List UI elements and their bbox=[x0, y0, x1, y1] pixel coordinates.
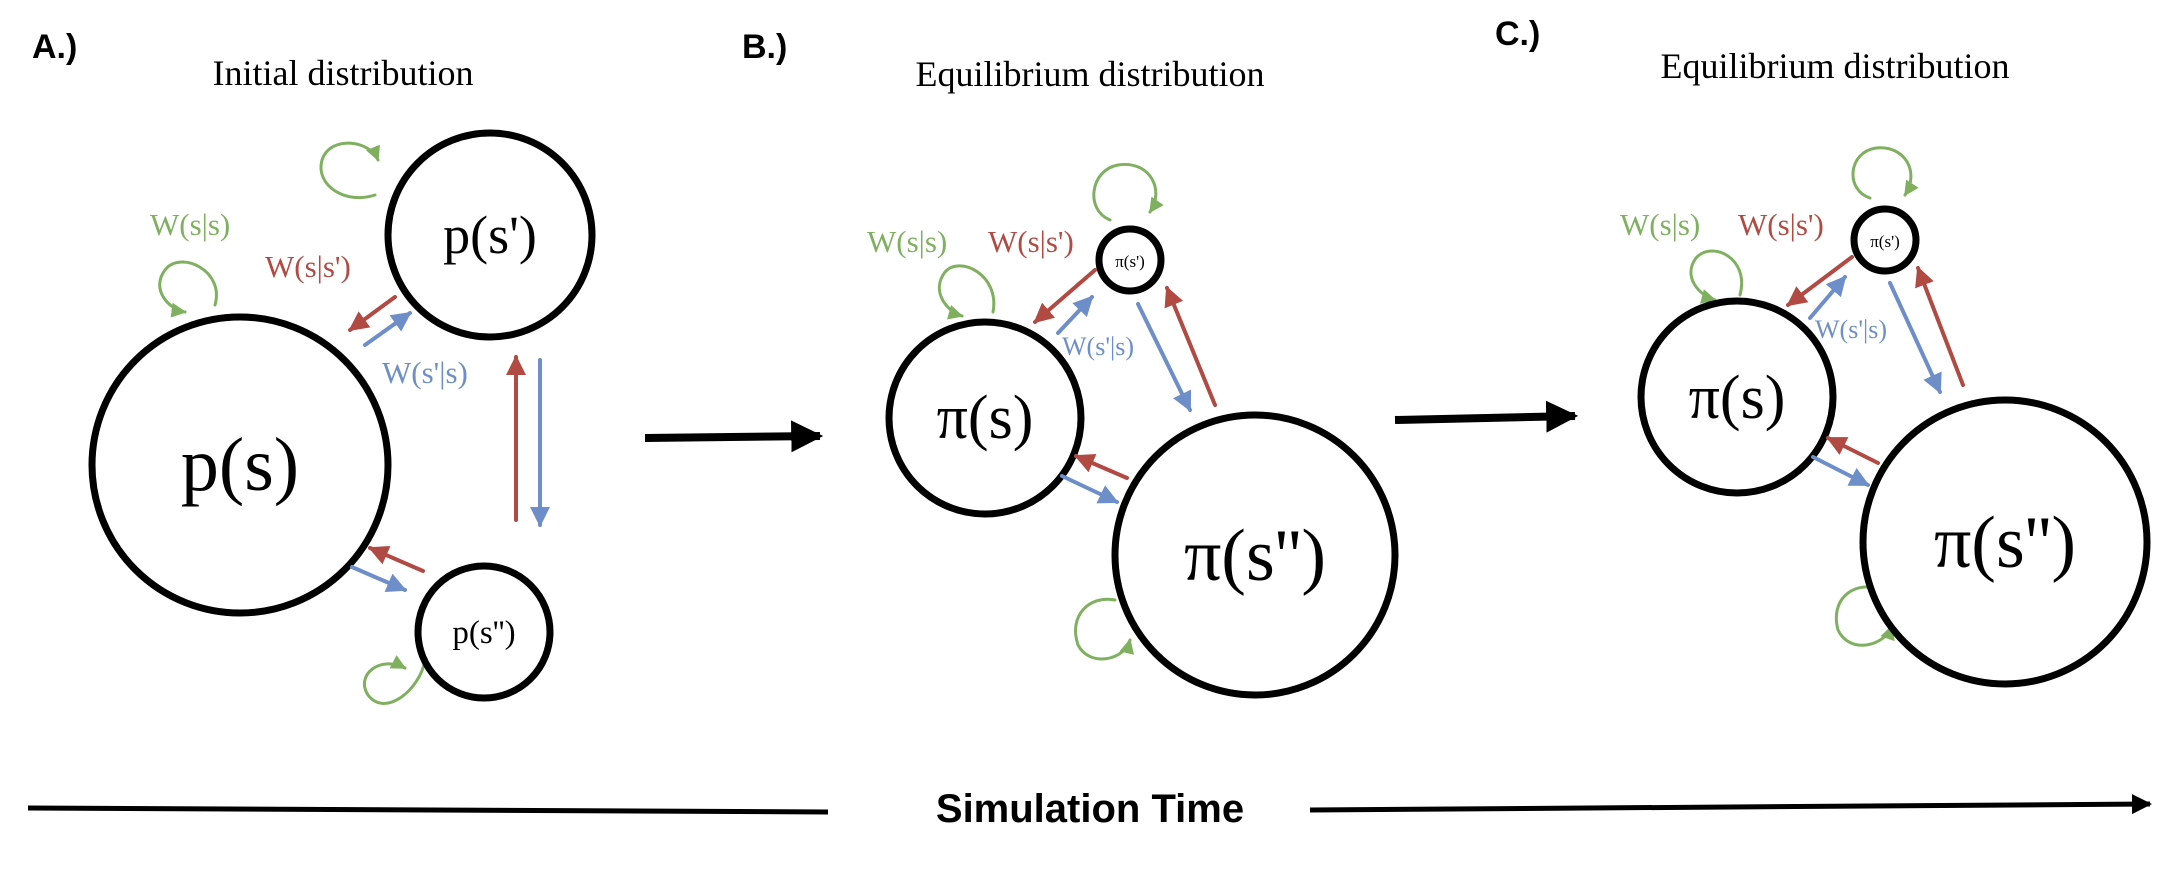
panel-b-self-loop-s bbox=[937, 264, 996, 320]
panel-c-arrow-s2-to-s bbox=[1826, 436, 1880, 465]
panel-b-arrow-s-to-s1 bbox=[1056, 295, 1094, 335]
panel-c-arrow-s-to-s1 bbox=[1808, 275, 1847, 320]
panel-c-arrow-s1-to-s2 bbox=[1888, 281, 1942, 394]
arrow-a-to-b bbox=[644, 420, 824, 453]
panel-c-node-s1-label: π(s') bbox=[1870, 232, 1900, 251]
panel-c-self-loop-s bbox=[1689, 249, 1744, 304]
panel-a-self-loop-s1 bbox=[319, 141, 380, 200]
panel-b-letter: B.) bbox=[742, 28, 787, 66]
panel-a-node-s2-circle bbox=[414, 562, 554, 702]
panel-b-title: Equilibrium distribution bbox=[916, 54, 1265, 94]
panel-a: A.) Initial distribution p(s) p(s') p(s'… bbox=[32, 28, 596, 705]
panel-c-node-s2-circle bbox=[1859, 396, 2151, 688]
panel-c-label-w-self: W(s|s) bbox=[1620, 207, 1700, 242]
panel-a-label-w-from-s1: W(s|s') bbox=[265, 249, 351, 284]
panel-c-arrow-s2-to-s1 bbox=[1915, 266, 1965, 387]
panel-c-label-w-to-s1: W(s'|s) bbox=[1815, 315, 1887, 344]
panel-b-arrow-s2-to-s1 bbox=[1164, 286, 1217, 407]
panel-a-node-s-circle bbox=[88, 313, 392, 617]
panel-a-self-loop-s bbox=[158, 260, 218, 318]
panel-b-node-s2-circle bbox=[1111, 411, 1399, 699]
panel-c-title: Equilibrium distribution bbox=[1661, 46, 2010, 86]
panel-b-arrow-s-to-s2 bbox=[1060, 474, 1119, 504]
panel-b-label-w-to-s1: W(s'|s) bbox=[1062, 332, 1134, 361]
panel-b-node-s-label: π(s) bbox=[937, 384, 1034, 452]
panel-c-label-w-from-s1: W(s|s') bbox=[1738, 207, 1824, 242]
panel-b-node-s-circle bbox=[885, 318, 1085, 518]
panel-c-letter: C.) bbox=[1495, 15, 1540, 53]
panel-b-self-loop-s2 bbox=[1074, 597, 1134, 661]
timeline-arrow-right bbox=[1309, 794, 2152, 815]
panel-b-arrow-s2-to-s bbox=[1074, 453, 1129, 480]
panel-a-node-s1-label: p(s') bbox=[443, 205, 537, 265]
panel-c-arrow-s1-to-s bbox=[1786, 255, 1854, 307]
panel-a-node-s2-label: p(s'') bbox=[452, 615, 515, 651]
panel-a-letter: A.) bbox=[32, 28, 77, 66]
timeline-label: Simulation Time bbox=[936, 787, 1244, 831]
panel-c-node-s2-label: π(s'') bbox=[1934, 502, 2076, 584]
panel-a-arrow-s-to-s1 bbox=[363, 311, 412, 347]
panel-b-label-w-from-s1: W(s|s') bbox=[988, 224, 1074, 259]
panel-b-self-loop-s1 bbox=[1092, 163, 1164, 222]
panel-a-arrow-s1-to-s bbox=[348, 295, 397, 332]
panel-c-arrow-s-to-s2 bbox=[1811, 455, 1870, 487]
panel-c: C.) Equilibrium distribution π(s) π(s') … bbox=[1495, 15, 2151, 688]
panel-b-arrow-s1-to-s2 bbox=[1136, 302, 1192, 412]
panel-b-node-s1-circle bbox=[1095, 225, 1165, 295]
panel-c-node-s1-circle bbox=[1850, 205, 1920, 275]
panel-c-node-s-circle bbox=[1637, 297, 1837, 497]
panel-a-title: Initial distribution bbox=[213, 53, 474, 93]
panel-b-node-s1-label: π(s') bbox=[1115, 252, 1145, 271]
panel-b-arrow-s1-to-s bbox=[1033, 268, 1097, 324]
panel-c-node-s-label: π(s) bbox=[1689, 364, 1786, 432]
panel-c-self-loop-s2 bbox=[1834, 585, 1895, 647]
panel-a-arrow-s2-to-s bbox=[368, 545, 425, 573]
panel-c-self-loop-s1 bbox=[1851, 146, 1919, 200]
panel-b-label-w-self: W(s|s) bbox=[867, 224, 947, 259]
panel-b-node-s2-label: π(s'') bbox=[1184, 515, 1326, 597]
panel-a-arrow-s-to-s2 bbox=[350, 565, 407, 593]
panel-a-node-s1-circle bbox=[384, 129, 596, 341]
panel-b: B.) Equilibrium distribution π(s) π(s') … bbox=[742, 28, 1399, 699]
panel-a-self-loop-s2 bbox=[362, 655, 427, 705]
panel-a-node-s-label: p(s) bbox=[181, 423, 299, 507]
panel-a-label-w-self: W(s|s) bbox=[150, 207, 230, 242]
panel-a-label-w-to-s1: W(s'|s) bbox=[382, 355, 468, 390]
arrow-b-to-c bbox=[1394, 400, 1579, 433]
timeline-line-left bbox=[27, 805, 829, 815]
